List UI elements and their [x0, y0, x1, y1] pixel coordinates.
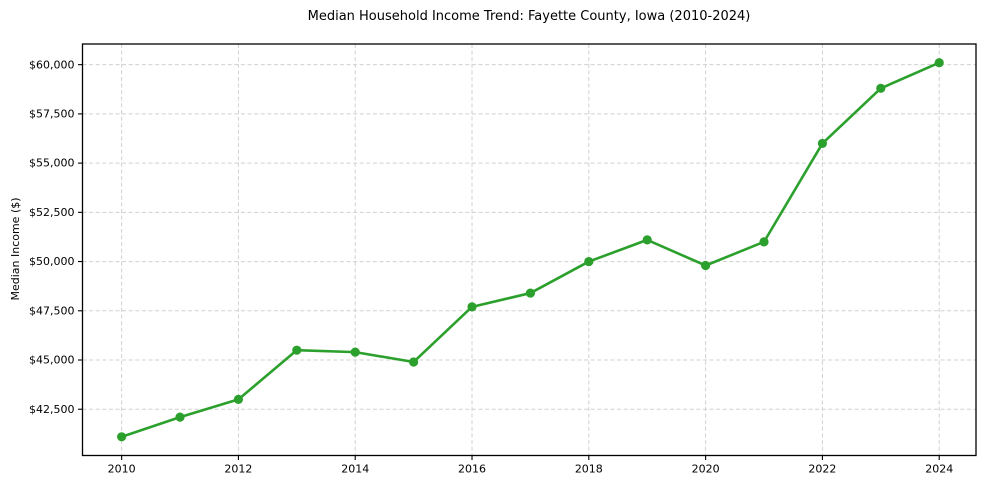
y-tick-label: $50,000: [29, 255, 75, 268]
data-point: [409, 357, 419, 367]
data-point: [117, 432, 127, 442]
chart-title: Median Household Income Trend: Fayette C…: [307, 9, 751, 24]
x-tick-label: 2014: [341, 463, 369, 476]
y-tick-label: $60,000: [29, 58, 75, 71]
x-tick-label: 2012: [224, 463, 252, 476]
x-tick-label: 2022: [808, 463, 836, 476]
y-tick-label: $52,500: [29, 206, 75, 219]
data-point: [817, 138, 828, 149]
x-tick-label: 2020: [692, 463, 720, 476]
y-tick-label: $42,500: [29, 403, 75, 416]
plot-area: [82, 44, 976, 456]
x-tick-label: 2024: [925, 463, 953, 476]
data-point: [525, 288, 536, 298]
data-point: [292, 345, 302, 355]
data-point: [233, 394, 244, 404]
data-point: [701, 260, 711, 271]
data-point: [934, 58, 944, 68]
data-point: [350, 347, 360, 357]
y-tick-label: $57,500: [29, 108, 75, 121]
data-point: [642, 235, 652, 245]
data-point: [876, 83, 886, 93]
y-tick-label: $47,500: [29, 304, 75, 317]
x-tick-label: 2018: [575, 463, 603, 476]
data-point: [175, 412, 185, 422]
y-tick-label: $55,000: [29, 157, 75, 170]
y-tick-label: $45,000: [29, 354, 75, 367]
x-tick-label: 2016: [458, 463, 486, 476]
data-point: [584, 256, 594, 267]
data-point: [759, 237, 769, 247]
x-tick-label: 2010: [108, 463, 136, 476]
plot-frame: [81, 43, 977, 457]
data-point: [467, 302, 477, 312]
